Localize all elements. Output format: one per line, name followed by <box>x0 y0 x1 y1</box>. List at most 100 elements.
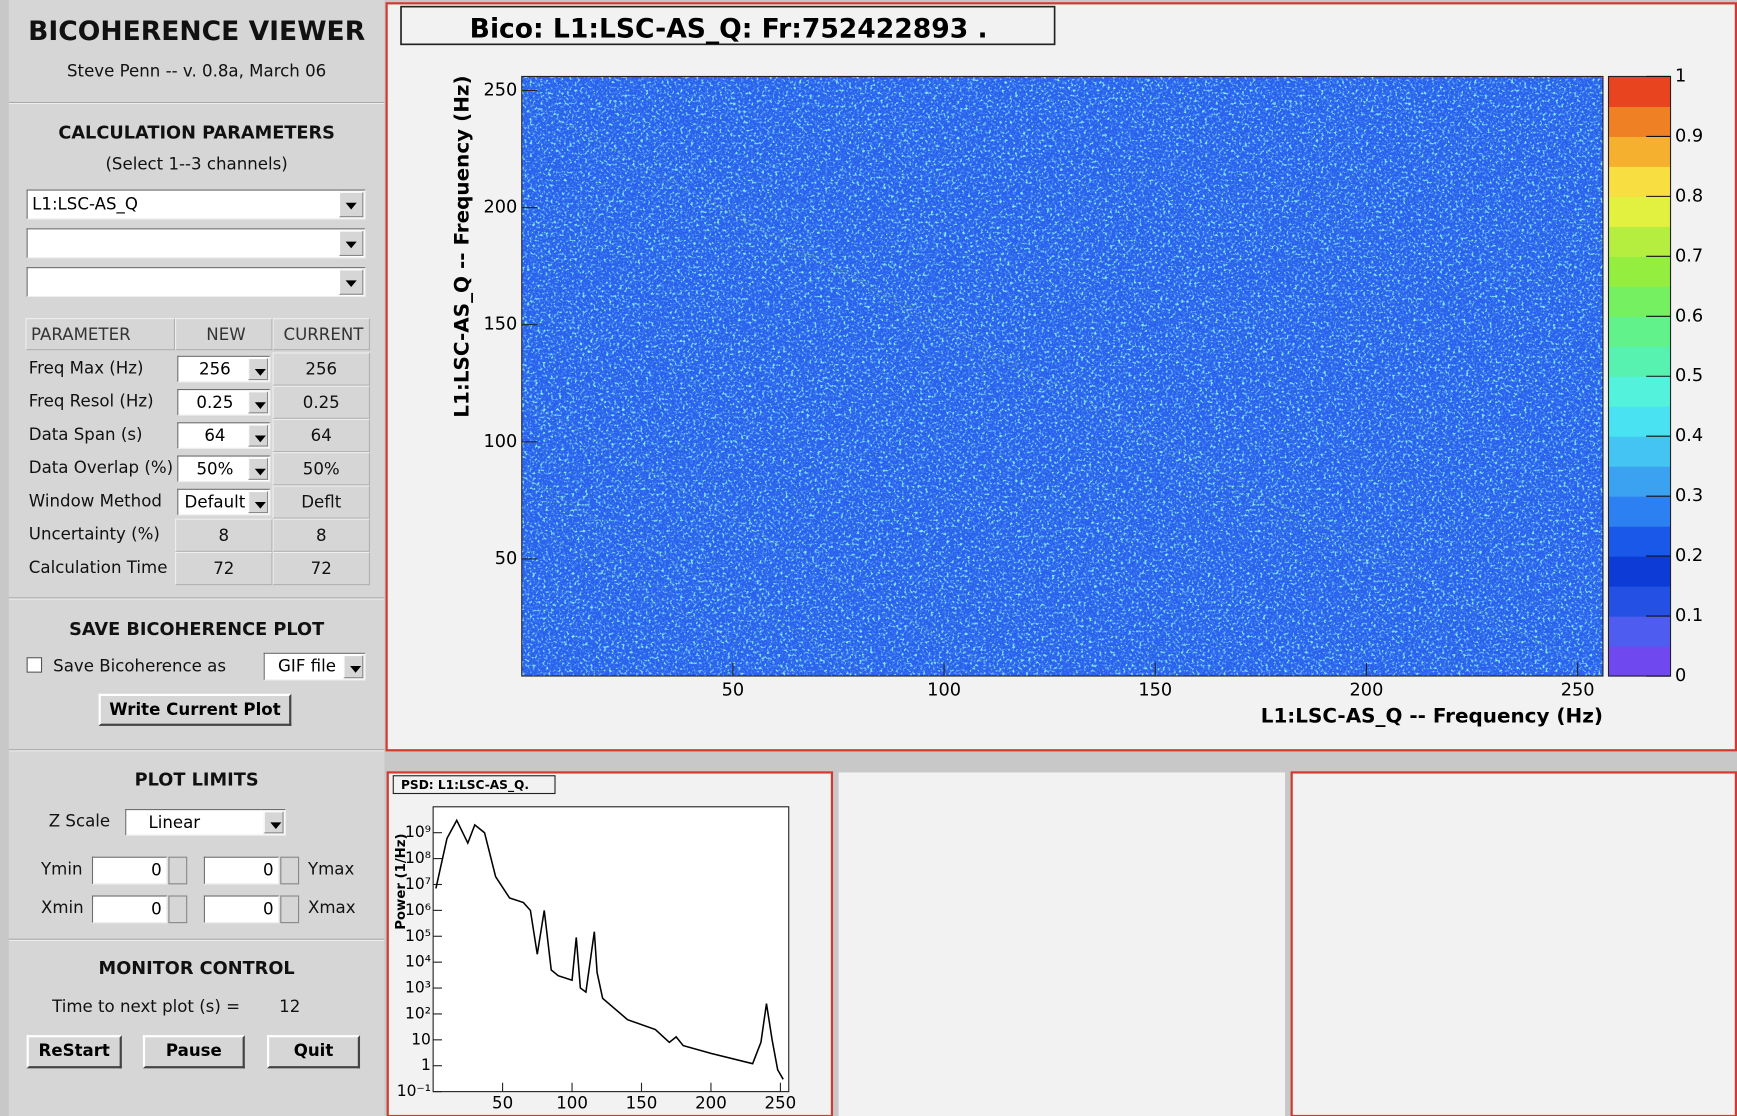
limit-label: Ymin <box>41 859 82 879</box>
colorbar-tick-label: 0.7 <box>1675 246 1703 266</box>
spin-button[interactable] <box>168 895 187 923</box>
param-current: 8 <box>273 519 370 552</box>
y-tick-label: 10⁴ <box>405 953 431 971</box>
x-tick-label: 100 <box>927 680 961 700</box>
param-label: Data Span (s) <box>25 419 175 452</box>
param-label: Data Overlap (%) <box>25 452 175 485</box>
colorbar-cell <box>1608 406 1670 437</box>
separator <box>9 597 385 599</box>
limit-label: Xmax <box>308 898 356 918</box>
table-header: NEW <box>175 318 272 350</box>
y-tick-label: 250 <box>484 81 518 101</box>
colorbar-tick-label: 0.1 <box>1675 606 1703 626</box>
page: Bico: L1:LSC-AS_Q: Fr:752422893 .5010015… <box>0 0 1737 1116</box>
limit-field[interactable]: 0 <box>92 857 167 885</box>
colorbar-tick-label: 0.8 <box>1675 186 1703 206</box>
colorbar-tick-label: 0.3 <box>1675 486 1703 506</box>
psd-frame <box>433 807 789 1092</box>
param-current: 256 <box>273 352 370 385</box>
spin-button[interactable] <box>168 857 187 885</box>
separator <box>9 102 385 104</box>
limit-label: Xmin <box>41 898 84 918</box>
x-tick-label: 100 <box>556 1093 588 1112</box>
y-tick-label: 10 <box>411 1030 431 1048</box>
param-new: 0.25 <box>196 392 233 412</box>
colorbar-tick-label: 0.5 <box>1675 366 1703 386</box>
write-button[interactable]: Write Current Plot <box>99 694 292 726</box>
channel-select[interactable] <box>27 267 366 297</box>
x-tick-label: 250 <box>765 1093 797 1112</box>
spin-button[interactable] <box>280 895 299 923</box>
param-select[interactable]: 0.25 <box>177 389 270 416</box>
checkbox[interactable] <box>27 657 43 673</box>
colorbar-tick-label: 0.2 <box>1675 546 1703 566</box>
limit-field[interactable]: 0 <box>92 895 167 923</box>
dropdown-arrow[interactable] <box>248 358 268 380</box>
colorbar-cell <box>1608 226 1670 257</box>
quit-button[interactable]: Quit <box>267 1035 360 1068</box>
param-current: 0.25 <box>273 386 370 419</box>
pause-button[interactable]: Pause <box>143 1035 245 1068</box>
limit-field[interactable]: 0 <box>204 895 279 923</box>
colorbar-cell <box>1608 136 1670 167</box>
channel-select[interactable] <box>27 228 366 258</box>
dropdown-arrow[interactable] <box>339 192 363 217</box>
y-tick-label: 200 <box>484 198 518 218</box>
param-select[interactable]: 50% <box>177 455 270 482</box>
format: GIF file <box>278 656 336 676</box>
colorbar-cell <box>1608 76 1670 107</box>
colorbar-cell <box>1608 376 1670 407</box>
y-tick-label: 150 <box>484 315 518 335</box>
dropdown-arrow[interactable] <box>248 424 268 446</box>
app-title: BICOHERENCE VIEWER <box>9 16 385 47</box>
limit-field[interactable]: 0 <box>204 857 279 885</box>
chart-title: PSD: L1:LSC-AS_Q. <box>401 778 529 793</box>
limit-label: Ymax <box>308 859 354 879</box>
colorbar-tick-label: 0.4 <box>1675 426 1703 446</box>
colorbar-cell <box>1608 166 1670 197</box>
channel-select[interactable]: L1:LSC-AS_Q <box>27 190 366 220</box>
section-title: CALCULATION PARAMETERS <box>9 122 385 143</box>
dropdown-arrow[interactable] <box>339 269 363 294</box>
table-header: CURRENT <box>273 318 370 350</box>
colorbar-cell <box>1608 196 1670 227</box>
x-tick-label: 200 <box>1350 680 1384 700</box>
z-scale-label: Z Scale <box>49 811 110 831</box>
x-tick-label: 200 <box>695 1093 727 1112</box>
y-axis-label: Power (1/Hz) <box>394 833 409 929</box>
param-current: 72 <box>273 552 370 585</box>
dropdown-arrow[interactable] <box>343 655 363 678</box>
separator <box>9 939 385 941</box>
colorbar-tick-label: 1 <box>1675 66 1686 86</box>
param-select[interactable]: 64 <box>177 422 270 449</box>
colorbar-cell <box>1608 346 1670 377</box>
colorbar-cell <box>1608 316 1670 347</box>
spin-button[interactable] <box>280 857 299 885</box>
param-label: Uncertainty (%) <box>25 519 175 552</box>
x-axis-label: L1:LSC-AS_Q -- Frequency (Hz) <box>1261 704 1603 728</box>
format-select[interactable]: GIF file <box>264 653 366 681</box>
colorbar-tick-label: 0.6 <box>1675 306 1703 326</box>
dropdown-arrow[interactable] <box>248 491 268 513</box>
param-new: 50% <box>196 459 233 479</box>
y-tick-label: 10² <box>405 1004 431 1022</box>
dropdown-arrow[interactable] <box>339 231 363 256</box>
dropdown-arrow[interactable] <box>248 458 268 480</box>
restart-button[interactable]: ReStart <box>27 1035 122 1068</box>
y-tick-label: 50 <box>495 549 518 569</box>
param-label: Freq Resol (Hz) <box>25 386 175 419</box>
param-new: 256 <box>199 359 231 379</box>
colorbar-cell <box>1608 646 1670 677</box>
channel: L1:LSC-AS_Q <box>32 194 138 214</box>
param-select[interactable]: Default <box>177 489 270 516</box>
dropdown-arrow[interactable] <box>264 811 284 833</box>
x-tick-label: 250 <box>1561 680 1595 700</box>
z-scale-select[interactable]: Linear <box>125 809 286 836</box>
section-title: SAVE BICOHERENCE PLOT <box>9 618 385 639</box>
dropdown-arrow[interactable] <box>248 391 268 413</box>
colorbar-cell <box>1608 436 1670 467</box>
chart-title: Bico: L1:LSC-AS_Q: Fr:752422893 . <box>470 13 988 44</box>
x-tick-label: 150 <box>626 1093 658 1112</box>
param-select[interactable]: 256 <box>177 356 270 383</box>
param-new: 72 <box>175 552 272 585</box>
